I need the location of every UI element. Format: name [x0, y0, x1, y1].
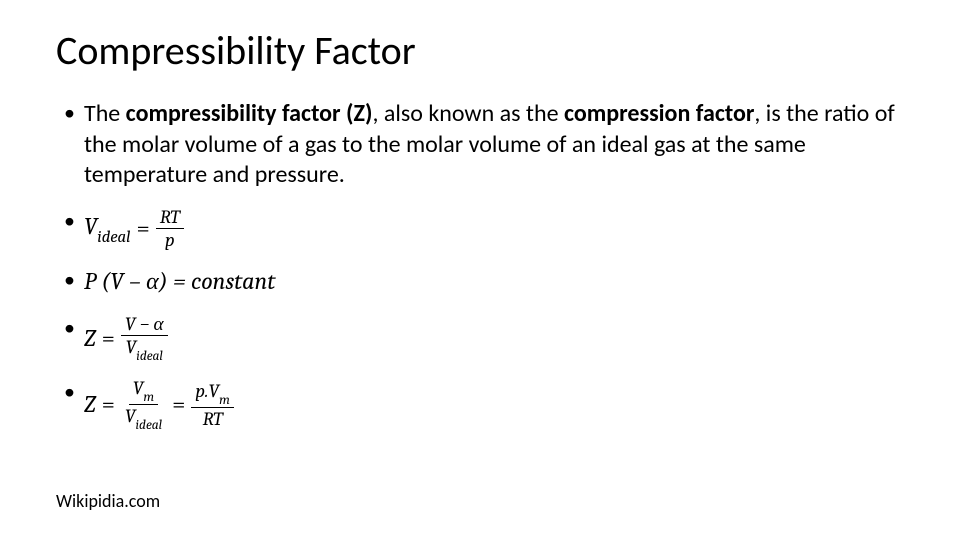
eq4-den1-var: V [125, 405, 136, 427]
eq4-num2-sub: m [219, 393, 230, 408]
eq1-num: RT [156, 207, 184, 229]
eq2-text: P (V – α) = constant [84, 266, 275, 297]
formula-pvalpha: P (V – α) = constant [84, 266, 275, 297]
eq1-den: p [161, 229, 179, 250]
def-text-1: The [84, 99, 126, 128]
eq4-eq2: = [172, 389, 185, 420]
formula-videal: Videal = RT p [84, 207, 184, 250]
eq1-sub: ideal [97, 228, 130, 247]
eq4-den2: RT [199, 408, 227, 429]
eq3-den-sub: ideal [136, 349, 163, 364]
formula-z1: Z = V − α Videal [84, 314, 168, 362]
eq4-num1-sub: m [143, 390, 154, 405]
eq3-lhs: Z [84, 323, 96, 354]
slide-title: Compressibility Factor [56, 26, 904, 75]
eq1-eq: = [136, 213, 149, 244]
formula-z2: Z = Vm Videal = p.Vm RT [84, 378, 234, 431]
def-text-2: , also known as the [372, 99, 563, 128]
bullet-eq4: Z = Vm Videal = p.Vm RT [56, 378, 904, 431]
def-bold-3: compression factor [564, 99, 754, 128]
slide: Compressibility Factor The compressibili… [0, 0, 960, 540]
bullet-eq3: Z = V − α Videal [56, 314, 904, 362]
eq3-num: V − α [121, 314, 168, 336]
eq4-den1-sub: ideal [136, 418, 163, 433]
eq4-num1-var: V [133, 377, 144, 399]
eq3-den-var: V [126, 336, 137, 358]
bullet-eq2: P (V – α) = constant [56, 266, 904, 298]
bullet-list: The compressibility factor (Z), also kno… [56, 99, 904, 431]
eq4-eq1: = [102, 389, 115, 420]
eq4-num2-a: p.V [195, 380, 219, 402]
eq1-var: V [84, 212, 97, 240]
bullet-definition: The compressibility factor (Z), also kno… [56, 99, 904, 191]
eq4-lhs: Z [84, 389, 96, 420]
def-bold-1: compressibility factor [126, 99, 346, 128]
eq3-eq: = [102, 323, 115, 354]
footer-source: Wikipidia.com [56, 490, 160, 512]
def-bold-2: (Z) [346, 99, 372, 128]
bullet-eq1: Videal = RT p [56, 207, 904, 250]
